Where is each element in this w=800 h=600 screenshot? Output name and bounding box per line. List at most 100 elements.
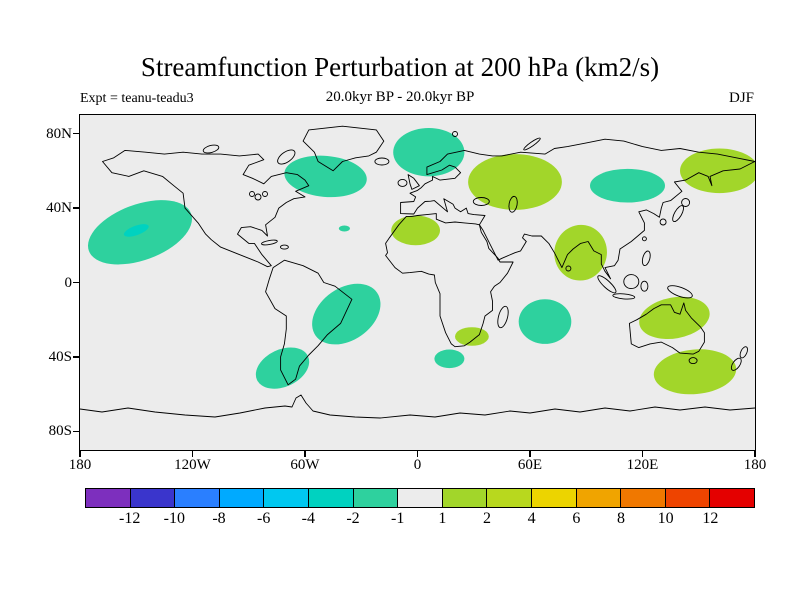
colorbar-segment-7 [398, 489, 443, 507]
colorbar-segment-2 [175, 489, 220, 507]
coast-java [612, 293, 636, 300]
coast-hispaniola [279, 244, 289, 250]
lat-tick [73, 132, 79, 135]
coast-great-lake-3 [249, 191, 255, 197]
coast-britain [407, 174, 420, 190]
colorbar-segment-10 [531, 489, 577, 507]
colorbar-label-4: 4 [527, 510, 536, 527]
coast-victoria-island [202, 144, 220, 154]
coast-borneo [623, 274, 640, 290]
lat-tick [73, 281, 79, 284]
colorbar-segment-0 [86, 489, 131, 507]
lon-tick [79, 451, 81, 457]
lat-tick [73, 356, 79, 358]
colorbar-label--10: -10 [163, 510, 185, 527]
coast-sri-lanka [565, 265, 572, 272]
lat-label-80s: 80S [48, 423, 72, 440]
colorbar-segment-13 [665, 489, 711, 507]
anomaly-eastern-south-america [312, 283, 381, 345]
anomaly-subtropical-north-atlantic-speck [338, 225, 350, 232]
anomaly-scandinavia-norwegian-sea [393, 128, 465, 177]
anomaly-bering-sea-alaska [680, 148, 755, 194]
colorbar-segment-14 [710, 489, 754, 507]
lon-tick [304, 451, 306, 457]
anomaly-india-southeast-asia [554, 224, 607, 281]
colorbar-label--6: -6 [256, 510, 271, 527]
coast-great-lake-1 [254, 193, 262, 201]
colorbar-segment-5 [308, 489, 354, 507]
colorbar-label--4: -4 [301, 510, 315, 527]
anomaly-layer [87, 128, 755, 395]
coast-africa [385, 213, 514, 348]
anomaly-central-indian-ocean [518, 299, 572, 344]
season-label: DJF [728, 90, 754, 106]
lon-label-60e: 60E [517, 457, 543, 473]
anomaly-north-pacific-core [123, 224, 149, 237]
map-canvas [79, 114, 756, 451]
coast-japan-honshu [672, 205, 684, 223]
coast-novaya-zemlya [523, 137, 541, 151]
anomaly-southeastern-africa [455, 327, 489, 346]
lat-label-40n: 40N [46, 200, 72, 217]
page-title: Streamfunction Perturbation at 200 hPa (… [140, 52, 660, 82]
coast-baffin-island [277, 149, 296, 165]
colorbar-segment-3 [219, 489, 265, 507]
coast-south-america [265, 259, 353, 386]
lon-tick [416, 451, 419, 457]
coast-antarctica [80, 394, 755, 419]
coast-greenland [302, 125, 385, 172]
colorbar-label--1: -1 [390, 510, 405, 527]
lat-label-80n: 80N [46, 125, 72, 142]
coast-philippines [641, 250, 651, 267]
colorbar-segment-1 [130, 489, 176, 507]
anomaly-central-asia [468, 154, 562, 210]
difference-label: 20.0kyr BP - 20.0kyr BP [325, 89, 475, 105]
coast-taiwan [641, 236, 647, 242]
coast-tasmania [688, 357, 698, 365]
coast-cuba [261, 239, 278, 246]
coast-ireland [397, 178, 408, 187]
lat-label-40s: 40S [48, 348, 72, 365]
lon-label-180: 180 [743, 457, 767, 473]
colorbar-label--12: -12 [118, 510, 141, 527]
world-map [80, 125, 755, 419]
colorbar-segment-9 [487, 489, 532, 507]
lon-tick [191, 451, 194, 457]
anomaly-northeast-asia [590, 168, 665, 203]
anomaly-southern-south-america [255, 347, 310, 389]
lat-tick [73, 430, 79, 433]
colorbar-segment-11 [576, 489, 622, 507]
colorbar-label--2: -2 [346, 510, 360, 527]
coast-caspian-sea [508, 195, 518, 213]
coast-iceland [374, 157, 390, 166]
lon-tick [754, 451, 756, 457]
anomaly-south-of-greenland-north-atlantic [284, 155, 367, 198]
coastlines [80, 125, 755, 419]
coast-svalbard [452, 131, 458, 137]
coast-new-zealand-south [730, 357, 742, 371]
anomaly-north-africa-mediterranean [391, 215, 440, 246]
lon-label-0: 0 [413, 457, 422, 473]
coast-australia [628, 302, 705, 355]
lon-label-120w: 120W [174, 457, 211, 473]
lon-tick [529, 451, 531, 457]
colorbar-segment-12 [621, 489, 666, 507]
anomaly-south-of-australia-tasman-sea [653, 349, 737, 395]
experiment-label: Expt = teanu-teadu3 [80, 91, 194, 106]
coast-north-america [102, 149, 310, 268]
lon-label-60w: 60W [290, 457, 320, 473]
coast-great-lake-2 [262, 191, 268, 197]
coast-sulawesi [640, 280, 649, 292]
coast-madagascar [497, 305, 509, 329]
coast-japan-hokkaido [681, 198, 691, 207]
lon-label-120e: 120E [626, 457, 659, 473]
anomaly-south-of-south-africa [434, 349, 465, 369]
colorbar-label-8: 8 [617, 510, 625, 527]
colorbar-label-6: 6 [572, 510, 581, 527]
coast-black-sea [472, 197, 490, 206]
colorbar-label-12: 12 [702, 510, 719, 527]
colorbar-label-10: 10 [657, 510, 674, 527]
anomaly-australia [639, 296, 710, 340]
coast-eurasia [400, 138, 755, 280]
